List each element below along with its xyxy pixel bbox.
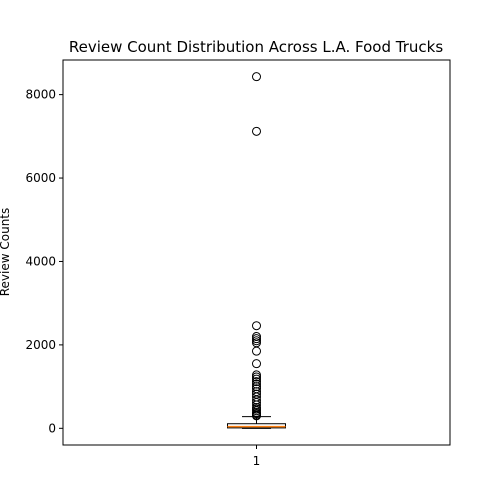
outlier-point	[252, 377, 261, 387]
y-axis: 0 2000 4000 6000 8000	[25, 88, 63, 435]
outlier-point	[252, 372, 261, 382]
outlier-group	[252, 72, 261, 421]
outlier-point	[252, 346, 261, 356]
outlier-point	[252, 334, 261, 344]
y-tick-label: 6000	[25, 171, 56, 185]
outlier-point	[252, 411, 261, 421]
outlier-point	[252, 359, 261, 369]
outlier-point	[252, 126, 261, 136]
outlier-point	[252, 370, 261, 380]
box-group	[227, 416, 286, 429]
y-tick-label: 8000	[25, 88, 56, 102]
outlier-point	[252, 332, 261, 342]
chart-title: Review Count Distribution Across L.A. Fo…	[69, 38, 443, 56]
outlier-point	[252, 336, 261, 346]
y-tick-label: 2000	[25, 338, 56, 352]
outlier-point	[252, 321, 261, 331]
outlier-point	[252, 72, 261, 82]
x-axis: 1	[253, 445, 261, 468]
x-tick-label: 1	[253, 454, 261, 468]
y-axis-label: Review Counts	[0, 208, 12, 297]
y-tick-label: 0	[48, 421, 56, 435]
iqr-box	[227, 423, 286, 429]
y-tick-label: 4000	[25, 254, 56, 268]
